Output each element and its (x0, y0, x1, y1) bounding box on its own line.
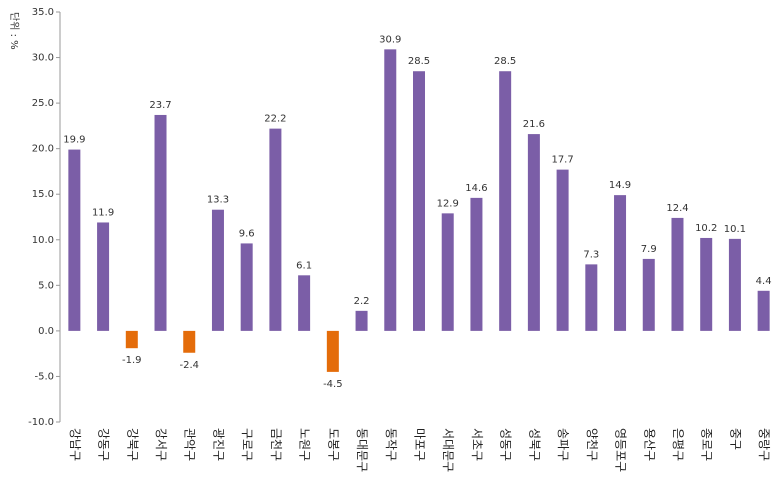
bar (757, 290, 770, 331)
bar (642, 258, 655, 331)
bar (614, 195, 627, 331)
data-label: 6.1 (296, 260, 312, 271)
data-label: 13.3 (207, 195, 229, 206)
x-tick-label: 관악구 (183, 428, 197, 461)
x-tick-label: 서대문구 (441, 428, 455, 472)
data-label: 14.6 (465, 183, 487, 194)
bar (183, 330, 196, 353)
x-tick-label: 금천구 (269, 428, 284, 461)
bar (700, 237, 713, 331)
bar (125, 330, 138, 349)
bar (211, 209, 224, 331)
y-tick-label: 25.0 (32, 98, 54, 109)
y-tick-label: 10.0 (32, 235, 54, 246)
y-tick-label: 20.0 (32, 144, 54, 155)
x-tick-label: 성북구 (527, 428, 541, 461)
bar (384, 49, 397, 331)
data-label: 22.2 (264, 114, 286, 125)
data-label: 19.9 (63, 135, 85, 146)
bar (97, 222, 110, 331)
x-tick-label: 강남구 (68, 428, 82, 461)
x-tick-label: 성동구 (499, 428, 513, 461)
bar (671, 217, 684, 331)
x-tick-label: 마포구 (413, 428, 427, 461)
y-tick-label: -5.0 (34, 371, 54, 382)
bar (470, 197, 483, 331)
data-label: 30.9 (379, 34, 401, 45)
data-label: 28.5 (408, 56, 430, 67)
x-tick-label: 광진구 (211, 428, 225, 461)
bar (728, 238, 741, 331)
data-label: 17.7 (551, 155, 573, 166)
y-tick-label: 15.0 (32, 189, 54, 200)
bar (68, 149, 81, 331)
bar (355, 310, 368, 331)
data-label: 7.3 (583, 249, 599, 260)
x-tick-label: 도봉구 (326, 428, 340, 461)
data-label: 12.9 (437, 198, 459, 209)
y-axis-label: 단위 : % (8, 12, 21, 50)
bar (441, 213, 454, 331)
y-tick-label: 5.0 (38, 280, 54, 291)
y-tick-label: 35.0 (32, 7, 54, 18)
x-tick-label: 영등포구 (614, 428, 628, 472)
data-label: 2.2 (354, 296, 370, 307)
y-tick-label: 30.0 (32, 53, 54, 64)
y-tick-label: -10.0 (28, 417, 54, 428)
x-tick-label: 양천구 (585, 428, 600, 461)
data-label: 7.9 (641, 244, 657, 255)
x-tick-label: 은평구 (671, 428, 685, 461)
bar (556, 169, 569, 331)
bar (499, 71, 512, 331)
x-tick-label: 노원구 (298, 428, 312, 461)
data-label: 21.6 (523, 119, 545, 130)
bar (585, 264, 598, 331)
x-tick-label: 동작구 (384, 428, 398, 461)
bar (154, 114, 167, 331)
data-label: -4.5 (323, 379, 343, 390)
y-tick-label: 0.0 (38, 326, 54, 337)
bar (240, 243, 253, 331)
x-tick-label: 서초구 (470, 428, 484, 461)
x-tick-label: 구로구 (240, 428, 254, 461)
bar (413, 71, 425, 331)
x-tick-label: 강서구 (154, 428, 168, 461)
data-label: -1.9 (122, 355, 142, 366)
bar (269, 128, 282, 331)
bar (326, 330, 339, 372)
bar (527, 134, 540, 331)
x-tick-label: 동대문구 (355, 428, 369, 472)
x-tick-label: 중랑구 (757, 428, 771, 461)
x-tick-label: 강북구 (125, 428, 139, 461)
data-label: 10.2 (695, 223, 717, 234)
x-tick-label: 송파구 (556, 428, 570, 461)
x-tick-label: 강동구 (97, 428, 111, 461)
data-label: 28.5 (494, 56, 516, 67)
x-tick-label: 용산구 (642, 428, 656, 461)
data-label: 12.4 (666, 203, 688, 214)
data-label: 14.9 (609, 180, 631, 191)
data-label: 11.9 (92, 207, 114, 218)
data-label: 10.1 (724, 224, 746, 235)
bar (298, 275, 311, 331)
x-tick-label: 종로구 (700, 428, 714, 461)
data-label: 9.6 (239, 228, 255, 239)
data-label: -2.4 (179, 360, 199, 371)
data-label: 23.7 (149, 100, 171, 111)
data-label: 4.4 (756, 276, 772, 287)
x-tick-label: 중구 (728, 428, 742, 450)
